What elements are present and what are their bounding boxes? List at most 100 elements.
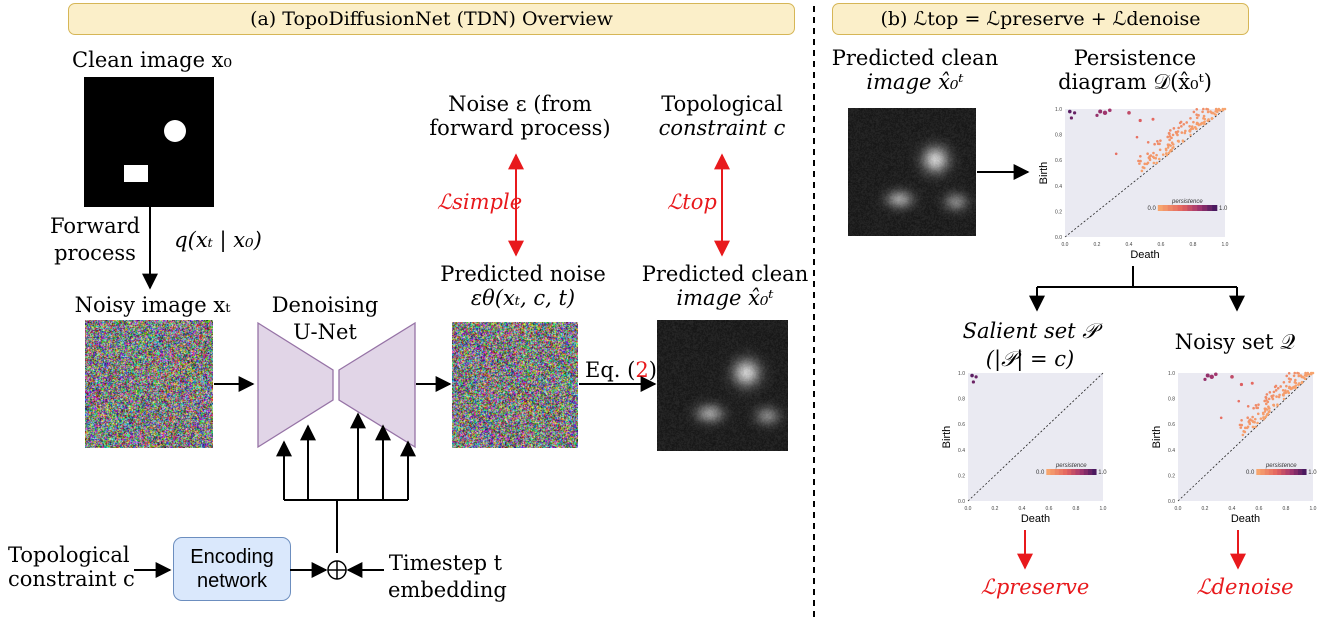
pd-point [1174,130,1178,134]
pd-point [1171,143,1175,146]
pd-point [1209,374,1214,380]
forward-process-label: Forward process [50,214,141,265]
pd-point [1195,116,1199,120]
pd-x-tick: 0.6 [1256,506,1263,512]
pd-legend-min: 0.0 [1147,206,1156,212]
panel-b-title: (b) ℒtop = ℒpreserve + ℒdenoise [832,3,1249,35]
pd-point [1154,156,1158,160]
pd-point [1193,125,1197,129]
pd-point [1301,375,1304,379]
pd-legend-swatch [1092,469,1097,475]
pd-point [1184,129,1187,133]
pd-legend-swatch [1272,469,1278,475]
pd-point [1169,148,1173,152]
pd-point [971,380,975,384]
pd-y-tick: 0.2 [1168,473,1175,479]
pd-point [1167,151,1171,155]
pd-point [1205,373,1210,378]
pd-point [1139,154,1142,158]
pd-point [1298,383,1301,386]
pd-point [1148,157,1152,160]
pd-point [1268,409,1271,413]
b-persistence-label: Persistence diagram 𝒟(x̂₀ᵗ) [1058,46,1212,94]
pd-point [1189,116,1192,120]
pd-point [1284,390,1287,394]
pd-point [1164,152,1168,155]
pd-point [1276,403,1279,406]
predicted-clean-image [657,320,788,451]
pd-point [1264,395,1268,399]
pd-point [1242,430,1246,433]
pd-point [1172,127,1176,130]
pd-x-tick: 0.8 [1283,506,1290,512]
pd-y-tick: 0.0 [1168,499,1175,505]
pd-y-tick: 0.0 [958,499,965,505]
pd-point [1230,375,1234,379]
pd-legend-swatch [1079,469,1085,475]
pd-point [1127,111,1131,115]
pd-point [1253,420,1256,424]
pd-legend-swatch [1054,469,1060,475]
pd-point [1180,131,1184,134]
pd-legend-swatch [1297,469,1303,475]
loss-denoise-label: ℒdenoise [1196,575,1294,599]
pd-point [1192,110,1196,114]
pd-point [1069,116,1073,120]
pd-point [1156,139,1159,143]
pd-y-tick: 0.2 [1055,209,1062,215]
pd-y-tick: 0.6 [1168,422,1175,428]
pd-legend-swatch [1264,469,1270,475]
pd-x-tick: 0.2 [1202,506,1209,512]
pd-point [1169,144,1172,147]
pd-point [1272,404,1276,407]
pd-point [1203,120,1206,123]
noisy-set-label: Noisy set 𝒬 [1174,330,1296,354]
pd-point [1282,397,1286,401]
pd-point [1240,423,1244,427]
pd-legend-swatch [1281,469,1286,475]
pd-legend-swatch [1302,469,1307,475]
unet-label: Denoising U-Net [271,293,379,344]
pd-point [1166,135,1170,139]
noisy-image [85,320,213,448]
pd-point [1265,393,1269,396]
pd-x-tick: 0.2 [1094,242,1101,248]
pd-point [1176,130,1180,133]
pd-point [1185,121,1188,124]
pd-legend-swatch [1260,469,1265,475]
pd-point [1254,425,1257,429]
pd-point [1195,122,1198,126]
unet-shape [257,321,416,449]
pd-point [1268,391,1272,394]
panel-a-arrows [134,153,730,580]
pd-point [1200,121,1204,125]
pd-point [1272,390,1276,394]
pd-point [1181,139,1184,142]
pd-y-tick: 0.8 [1168,397,1175,403]
pd-legend-swatch [1172,205,1178,211]
pd-point [1158,148,1162,152]
pd-y-axis-label: Birth [1151,426,1163,449]
pd-point [1151,117,1155,121]
pd-legend-swatch [1087,469,1093,475]
pd-point [1246,416,1250,419]
pd-legend-min: 0.0 [1036,470,1045,476]
pd-legend-swatch [1062,469,1068,475]
pd-point [1281,389,1285,392]
pd-legend-title: persistence [1055,463,1087,469]
pd-point [1166,146,1170,149]
pd-legend-swatch [1289,469,1295,475]
pd-x-tick: 0.4 [1229,506,1236,512]
pd-point [1254,403,1258,407]
pd-y-tick: 0.6 [958,422,965,428]
pd-point [1219,416,1223,420]
pd-point [1268,407,1271,410]
pd-point [1203,377,1207,381]
pd-legend-swatch [1285,469,1290,475]
topo-constraint-label: Topological constraint c [658,92,786,140]
pd-point [1146,152,1149,155]
pd-y-tick: 0.4 [958,448,965,454]
pd-point [1257,403,1260,406]
pd-y-tick: 0.4 [1055,184,1062,190]
pd-point [1275,395,1278,398]
